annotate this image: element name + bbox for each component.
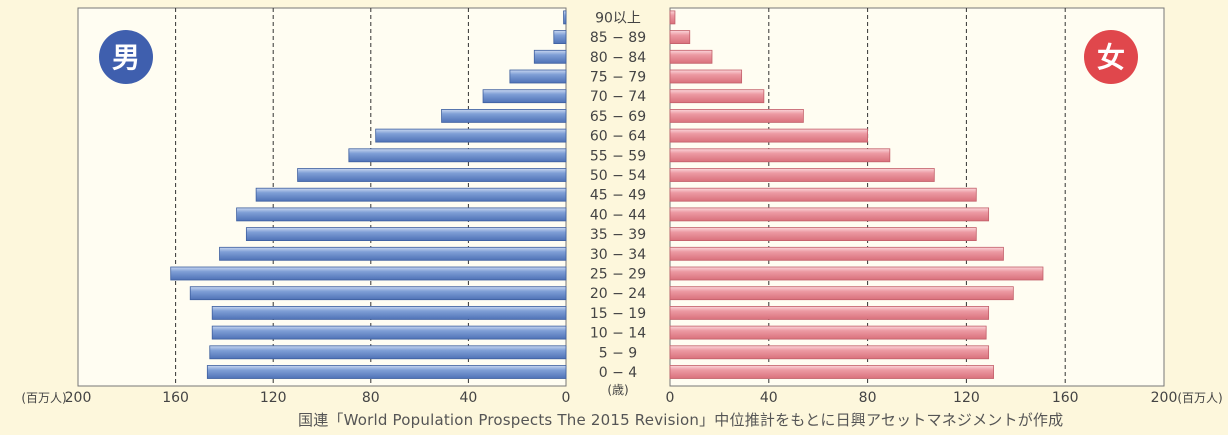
male-bar [236,207,567,222]
male-bar [375,128,567,143]
x-tick-label: 160 [1052,390,1079,406]
female-bar [669,30,691,45]
age-group-label: 65 − 69 [590,109,646,125]
male-bar [553,30,567,45]
x-unit-label-right: (百万人) [1177,391,1222,405]
age-group-label: 85 − 89 [590,30,646,46]
source-note: 国連「World Population Prospects The 2015 R… [298,411,1064,429]
age-group-label: 40 − 44 [590,207,646,223]
female-bar [669,286,1014,301]
male-bar [255,187,567,202]
x-tick-label: 120 [953,390,980,406]
age-group-label: 20 − 24 [590,286,646,302]
age-group-label: 75 − 79 [590,70,646,86]
age-group-label: 30 − 34 [590,247,646,263]
x-tick-label: 160 [162,390,189,406]
male-bar [441,109,567,123]
male-badge-label: 男 [112,41,140,74]
female-bar [669,109,804,123]
male-bar [209,345,567,360]
male-bar [189,286,567,301]
female-bar [669,325,987,340]
x-tick-label: 0 [562,390,571,406]
female-bar [669,207,990,222]
female-bar [669,345,990,360]
male-bar [219,246,567,261]
male-bar [206,365,567,379]
male-bar [533,49,567,64]
female-bar [669,10,676,25]
age-group-label: 80 − 84 [590,50,646,66]
age-group-label: 0 − 4 [599,365,638,381]
female-bar [669,187,977,202]
female-bar [669,365,994,379]
female-badge-label: 女 [1097,41,1125,74]
age-group-label: 5 − 9 [599,345,637,361]
female-bar [669,148,891,163]
male-bar [348,148,567,163]
age-group-label: 70 − 74 [590,89,646,105]
age-group-label: 15 − 19 [590,306,646,322]
x-tick-label: 80 [362,390,380,406]
male-bar [211,305,567,320]
female-bar [669,266,1044,281]
female-bar [669,89,765,104]
age-group-label: 60 − 64 [590,129,646,145]
age-unit-label: (歳) [607,383,628,397]
male-bar [245,227,567,242]
age-group-label: 10 − 14 [590,326,646,342]
female-bar [669,69,743,84]
x-tick-label: 80 [859,390,877,406]
age-group-label: 45 − 49 [590,188,646,204]
male-bar [482,89,567,104]
male-bar [563,10,567,25]
x-unit-label-left: (百万人) [21,391,66,405]
x-tick-label: 200 [65,390,92,406]
age-group-label: 35 − 39 [590,227,646,243]
x-tick-label: 120 [260,390,287,406]
male-bar [170,266,567,281]
age-group-label: 50 − 54 [590,168,646,184]
x-tick-label: 40 [760,390,778,406]
age-group-label: 25 − 29 [590,267,646,283]
female-bar [669,168,935,182]
female-bar [669,227,977,242]
male-bar [211,325,567,340]
female-bar [669,246,1004,261]
x-tick-label: 40 [459,390,477,406]
male-bar [509,69,567,84]
female-bar [669,305,990,320]
x-tick-label: 200 [1151,390,1178,406]
x-tick-label: 0 [666,390,675,406]
age-group-label: 55 − 59 [590,148,646,164]
female-badge [1084,30,1138,84]
female-bar [669,128,869,143]
male-bar [297,168,567,182]
male-badge [99,30,153,84]
female-bar [669,49,713,64]
age-group-label: 90以上 [595,10,641,26]
